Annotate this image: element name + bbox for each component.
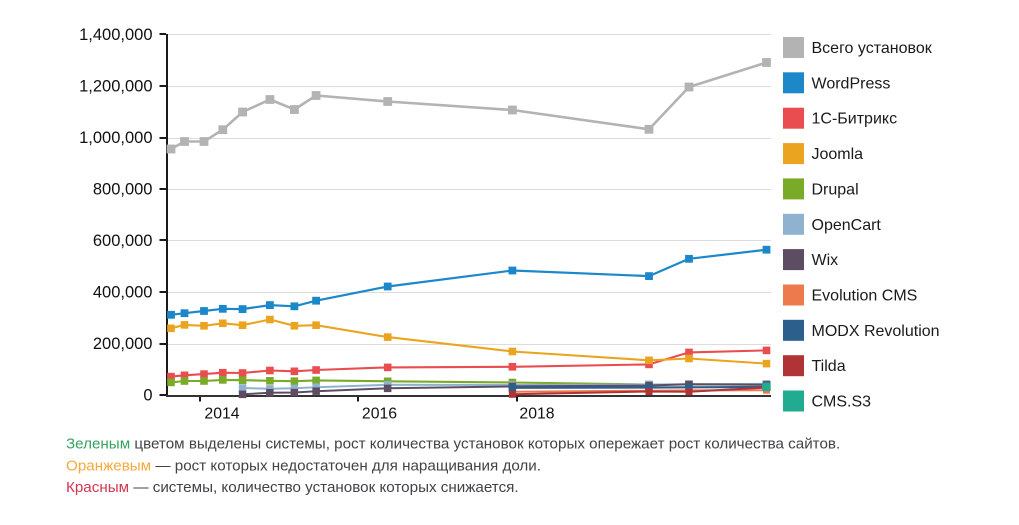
svg-text:1,400,000: 1,400,000 xyxy=(79,26,152,44)
svg-text:200,000: 200,000 xyxy=(93,335,153,353)
svg-text:Joomla: Joomla xyxy=(812,146,864,163)
svg-text:Оранжевым — рост которых недос: Оранжевым — рост которых недостаточен дл… xyxy=(66,457,541,474)
svg-text:0: 0 xyxy=(143,387,152,405)
svg-text:WordPress: WordPress xyxy=(812,75,891,92)
svg-text:Всего установок: Всего установок xyxy=(812,40,933,57)
svg-text:1,000,000: 1,000,000 xyxy=(79,129,152,147)
svg-text:1С-Битрикс: 1С-Битрикс xyxy=(812,111,898,128)
svg-text:2014: 2014 xyxy=(204,405,239,422)
svg-text:600,000: 600,000 xyxy=(93,232,153,250)
svg-text:Evolution CMS: Evolution CMS xyxy=(812,288,918,305)
svg-text:Wix: Wix xyxy=(812,252,839,269)
svg-text:Tilda: Tilda xyxy=(812,358,846,375)
svg-text:400,000: 400,000 xyxy=(93,284,153,302)
svg-text:MODX Revolution: MODX Revolution xyxy=(812,323,940,340)
svg-text:800,000: 800,000 xyxy=(93,181,153,199)
svg-text:CMS.S3: CMS.S3 xyxy=(812,394,872,411)
svg-text:Красным — системы, количество: Красным — системы, количество установок … xyxy=(66,479,519,496)
svg-text:2016: 2016 xyxy=(362,405,397,422)
svg-text:1,200,000: 1,200,000 xyxy=(79,78,152,96)
svg-text:Зеленым цветом выделены систем: Зеленым цветом выделены системы, рост ко… xyxy=(66,436,840,453)
svg-text:OpenCart: OpenCart xyxy=(812,217,882,234)
svg-text:2018: 2018 xyxy=(519,405,554,422)
svg-text:Drupal: Drupal xyxy=(812,181,859,198)
